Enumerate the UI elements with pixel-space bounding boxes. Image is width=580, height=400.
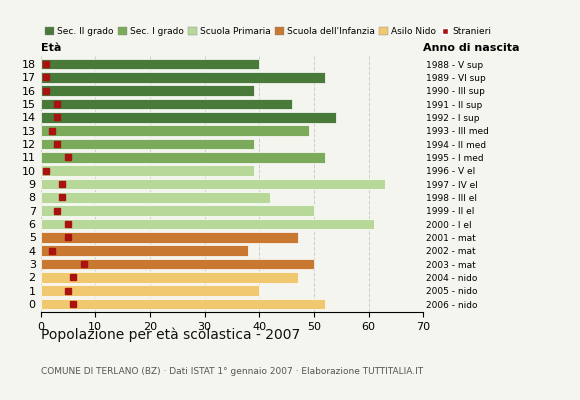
Bar: [41, 299, 325, 309]
Bar: [41, 112, 336, 122]
Bar: [41, 99, 292, 109]
Bar: [41, 246, 248, 256]
Bar: [41, 219, 374, 229]
Bar: [41, 206, 314, 216]
Bar: [41, 179, 385, 189]
Text: Popolazione per età scolastica - 2007: Popolazione per età scolastica - 2007: [41, 328, 300, 342]
Text: Anno di nascita: Anno di nascita: [423, 44, 520, 54]
Legend: Sec. II grado, Sec. I grado, Scuola Primaria, Scuola dell'Infanzia, Asilo Nido, : Sec. II grado, Sec. I grado, Scuola Prim…: [45, 27, 491, 36]
Text: COMUNE DI TERLANO (BZ) · Dati ISTAT 1° gennaio 2007 · Elaborazione TUTTITALIA.IT: COMUNE DI TERLANO (BZ) · Dati ISTAT 1° g…: [41, 367, 423, 376]
Bar: [41, 272, 298, 282]
Bar: [41, 139, 254, 149]
Bar: [41, 126, 309, 136]
Text: Età: Età: [41, 44, 61, 54]
Bar: [41, 152, 325, 162]
Bar: [41, 286, 259, 296]
Bar: [41, 59, 259, 69]
Bar: [41, 86, 254, 96]
Bar: [41, 192, 270, 202]
Bar: [41, 232, 298, 242]
Bar: [41, 259, 314, 269]
Bar: [41, 166, 254, 176]
Bar: [41, 72, 325, 82]
